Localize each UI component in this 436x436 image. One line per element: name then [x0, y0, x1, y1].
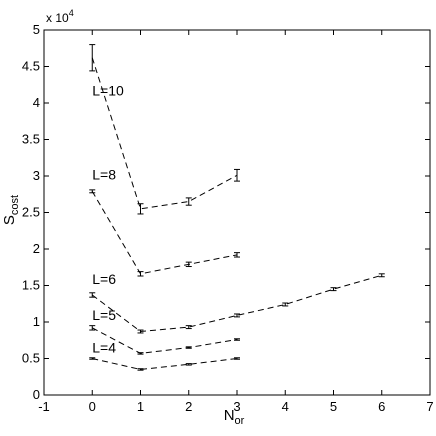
error-bar-1-0 [89, 189, 96, 194]
error-bar-2-4 [282, 302, 289, 307]
x-tick-label-1: 0 [89, 399, 96, 414]
x-tick-label-3: 2 [185, 399, 192, 414]
series-label-2: L=6 [92, 271, 116, 287]
x-tick-label-2: 1 [137, 399, 144, 414]
series-0 [89, 44, 240, 215]
error-bar-4-0 [89, 357, 96, 360]
error-bar-1-3 [234, 252, 240, 258]
error-bar-0-3 [234, 168, 240, 182]
x-axis-label: Nor [224, 407, 245, 427]
y-multiplier: x 104 [46, 8, 74, 25]
y-tick-label-9: 4.5 [22, 59, 40, 74]
series-label-4: L=4 [92, 340, 116, 356]
tick-labels: -1 0 1 2 3 4 5 6 700.511.522.533.544.55 [22, 22, 434, 414]
annotations-layer: L=10 L=8 L=6 L=5 L=4 [92, 83, 124, 356]
x-tick-label-7: 6 [378, 399, 385, 414]
y-axis-label-sub: cost [9, 195, 21, 215]
y-tick-label-2: 1 [33, 314, 40, 329]
x-tick-label-6: 5 [330, 399, 337, 414]
y-tick-label-10: 5 [33, 22, 40, 37]
error-bar-2-6 [378, 273, 385, 278]
series-3 [89, 325, 240, 355]
y-tick-label-1: 0.5 [22, 351, 40, 366]
axis-ticks [43, 29, 431, 396]
error-bar-4-2 [185, 363, 192, 366]
x-tick-label-5: 4 [282, 399, 289, 414]
error-bar-3-3 [234, 338, 240, 341]
y-multiplier-exp: 4 [69, 8, 74, 18]
series-layer [89, 44, 385, 371]
y-tick-label-6: 3 [33, 168, 40, 183]
error-bar-3-1 [137, 352, 144, 355]
series-line-2 [91, 274, 382, 333]
x-axis-label-main: N [224, 407, 235, 424]
error-bar-4-1 [137, 368, 144, 371]
y-axis-label: Scost [1, 195, 21, 225]
error-bar-1-1 [137, 271, 144, 277]
y-tick-label-0: 0 [33, 387, 40, 402]
error-bar-3-2 [185, 346, 192, 349]
series-line-1 [91, 191, 238, 275]
x-tick-label-0: -1 [38, 399, 50, 414]
error-bar-0-2 [185, 197, 192, 206]
series-label-0: L=10 [92, 83, 124, 99]
series-1 [89, 189, 240, 277]
series-2 [89, 273, 385, 334]
x-tick-label-4: 3 [233, 399, 240, 414]
y-multiplier-base: x 10 [46, 11, 69, 25]
error-bar-4-3 [234, 357, 240, 360]
y-tick-label-8: 4 [33, 95, 40, 110]
series-line-4 [92, 358, 238, 370]
error-bar-0-1 [137, 203, 144, 215]
error-bar-0-0 [89, 44, 96, 72]
y-tick-label-3: 1.5 [22, 278, 40, 293]
error-bar-2-3 [234, 313, 240, 318]
series-line-0 [91, 57, 238, 210]
y-tick-label-4: 2 [33, 241, 40, 256]
series-label-1: L=8 [92, 167, 116, 183]
series-4 [89, 357, 240, 371]
y-tick-label-5: 2.5 [22, 205, 40, 220]
error-bar-1-2 [185, 261, 192, 268]
series-label-3: L=5 [92, 307, 116, 323]
error-bar-2-5 [330, 287, 337, 292]
error-bar-3-0 [89, 325, 96, 331]
error-bar-2-1 [137, 329, 144, 334]
y-axis-label-main: S [1, 215, 18, 225]
y-tick-label-7: 3.5 [22, 132, 40, 147]
error-bar-2-0 [89, 292, 96, 298]
x-axis-label-sub: or [235, 415, 245, 427]
x-tick-label-8: 7 [426, 399, 433, 414]
error-bar-2-2 [185, 325, 192, 330]
